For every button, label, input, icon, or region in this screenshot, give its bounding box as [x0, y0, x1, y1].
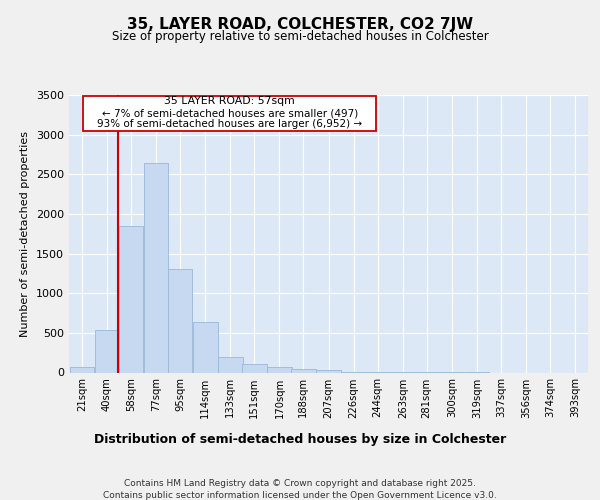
Bar: [167, 268, 193, 372]
Text: 93% of semi-detached houses are larger (6,952) →: 93% of semi-detached houses are larger (…: [97, 120, 362, 130]
Bar: [193, 322, 218, 372]
Bar: [83, 96, 376, 130]
Text: Distribution of semi-detached houses by size in Colchester: Distribution of semi-detached houses by …: [94, 432, 506, 446]
Bar: [291, 368, 316, 372]
Text: 35 LAYER ROAD: 57sqm: 35 LAYER ROAD: 57sqm: [164, 96, 295, 106]
Text: Contains public sector information licensed under the Open Government Licence v3: Contains public sector information licen…: [103, 491, 497, 500]
Bar: [316, 370, 341, 372]
Bar: [242, 364, 266, 372]
Bar: [218, 356, 243, 372]
Text: 35, LAYER ROAD, COLCHESTER, CO2 7JW: 35, LAYER ROAD, COLCHESTER, CO2 7JW: [127, 18, 473, 32]
Y-axis label: Number of semi-detached properties: Number of semi-detached properties: [20, 130, 31, 337]
Bar: [70, 366, 94, 372]
Bar: [267, 367, 292, 372]
Text: Contains HM Land Registry data © Crown copyright and database right 2025.: Contains HM Land Registry data © Crown c…: [124, 479, 476, 488]
Text: Size of property relative to semi-detached houses in Colchester: Size of property relative to semi-detach…: [112, 30, 488, 43]
Bar: [95, 330, 119, 372]
Bar: [119, 226, 143, 372]
Text: ← 7% of semi-detached houses are smaller (497): ← 7% of semi-detached houses are smaller…: [101, 108, 358, 118]
Bar: [144, 163, 169, 372]
